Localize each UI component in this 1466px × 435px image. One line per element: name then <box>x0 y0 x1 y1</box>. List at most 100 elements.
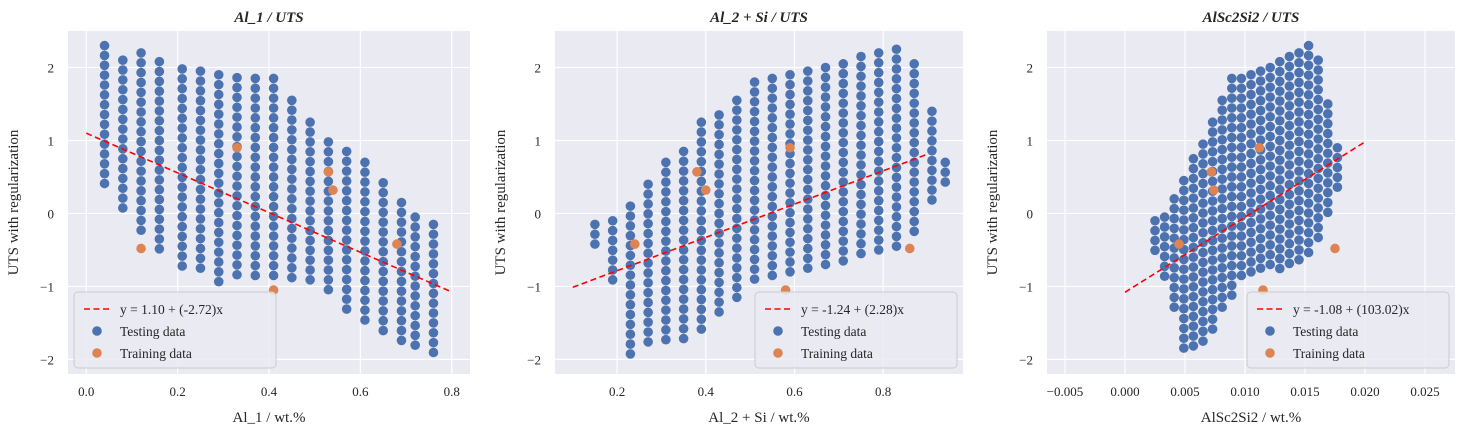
testing-data-point <box>749 175 760 186</box>
y-tick-label: 0 <box>1027 206 1034 221</box>
testing-data-point <box>1303 129 1314 140</box>
testing-data-point <box>232 122 242 132</box>
testing-data-point <box>661 295 671 306</box>
testing-data-point <box>396 276 407 287</box>
testing-data-point <box>323 215 334 226</box>
y-axis-label: UTS with regularization <box>493 129 509 275</box>
testing-data-point <box>891 241 902 252</box>
testing-data-point <box>678 333 689 344</box>
testing-data-point <box>749 264 760 275</box>
testing-data-point <box>154 155 165 165</box>
testing-data-point <box>323 156 334 167</box>
testing-data-point <box>1294 107 1304 117</box>
testing-data-point <box>1284 160 1295 170</box>
testing-data-point <box>378 315 389 326</box>
testing-data-point <box>305 265 315 275</box>
testing-data-point <box>323 284 334 295</box>
testing-data-point <box>643 297 653 308</box>
testing-data-point <box>1227 280 1237 291</box>
testing-data-point <box>767 103 778 113</box>
testing-data-point <box>1207 294 1218 305</box>
testing-data-point <box>714 287 724 298</box>
testing-data-point <box>1284 120 1295 131</box>
testing-data-point <box>136 136 146 147</box>
testing-data-point <box>661 226 671 237</box>
testing-data-point <box>891 133 902 143</box>
testing-data-point <box>891 152 902 163</box>
testing-data-point <box>360 216 370 227</box>
testing-data-point <box>1284 150 1295 160</box>
x-tick-label: 0.025 <box>1410 384 1439 399</box>
testing-data-point <box>268 162 279 172</box>
testing-data-point <box>1217 125 1227 135</box>
testing-data-point <box>1275 115 1285 126</box>
testing-data-point <box>820 210 831 221</box>
testing-data-point <box>940 177 951 187</box>
testing-data-point <box>891 103 902 114</box>
testing-data-point <box>732 263 742 273</box>
legend-testing-marker <box>1265 326 1275 336</box>
testing-data-point <box>678 254 689 265</box>
testing-data-point <box>590 239 600 249</box>
testing-data-point <box>909 196 920 207</box>
testing-data-point <box>213 138 224 149</box>
testing-data-point <box>661 236 671 246</box>
testing-data-point <box>1217 134 1227 145</box>
testing-data-point <box>378 286 389 296</box>
testing-data-point <box>820 92 831 102</box>
testing-data-point <box>785 257 795 267</box>
testing-data-point <box>820 62 831 73</box>
testing-data-point <box>1227 142 1237 153</box>
testing-data-point <box>1303 119 1314 130</box>
testing-data-point <box>1227 211 1237 222</box>
testing-data-point <box>154 204 165 215</box>
testing-data-point <box>891 113 902 124</box>
testing-data-point <box>1179 185 1189 196</box>
testing-data-point <box>909 59 920 69</box>
testing-data-point <box>287 144 297 155</box>
testing-data-point <box>1265 161 1275 171</box>
testing-data-point <box>1236 241 1247 251</box>
testing-data-point <box>1227 201 1237 212</box>
testing-data-point <box>1198 218 1208 228</box>
testing-data-point <box>177 93 188 104</box>
testing-data-point <box>891 231 902 242</box>
testing-data-point <box>1227 172 1237 182</box>
testing-data-point <box>1227 73 1237 84</box>
testing-data-point <box>838 236 849 246</box>
testing-data-point <box>341 235 352 245</box>
testing-data-point <box>1303 149 1314 159</box>
testing-data-point <box>661 334 671 345</box>
testing-data-point <box>341 215 352 226</box>
testing-data-point <box>1294 225 1304 236</box>
testing-data-point <box>714 139 724 150</box>
testing-data-point <box>1236 103 1247 113</box>
testing-data-point <box>1169 203 1179 214</box>
testing-data-point <box>1246 227 1256 238</box>
testing-data-point <box>1217 213 1227 224</box>
testing-data-point <box>873 57 884 68</box>
testing-data-point <box>360 285 370 296</box>
testing-data-point <box>195 253 206 264</box>
testing-data-point <box>1207 245 1218 256</box>
testing-data-point <box>714 208 724 219</box>
testing-data-point <box>1255 233 1266 244</box>
testing-data-point <box>250 211 261 222</box>
testing-data-point <box>268 93 279 103</box>
testing-data-point <box>1246 158 1256 169</box>
testing-data-point <box>213 227 224 238</box>
testing-data-point <box>714 297 724 307</box>
testing-data-point <box>1332 142 1343 153</box>
y-tick-label: 1 <box>48 133 55 148</box>
testing-data-point <box>1275 106 1285 116</box>
testing-data-point <box>1236 83 1247 94</box>
testing-data-point <box>856 160 866 170</box>
testing-data-point <box>1188 153 1199 164</box>
testing-data-point <box>1188 291 1199 302</box>
x-tick-label: 0.8 <box>875 384 891 399</box>
testing-data-point <box>1255 253 1266 264</box>
y-tick-label: 2 <box>535 60 542 75</box>
testing-data-point <box>305 176 315 187</box>
testing-data-point <box>856 248 866 259</box>
testing-data-point <box>1159 232 1170 242</box>
